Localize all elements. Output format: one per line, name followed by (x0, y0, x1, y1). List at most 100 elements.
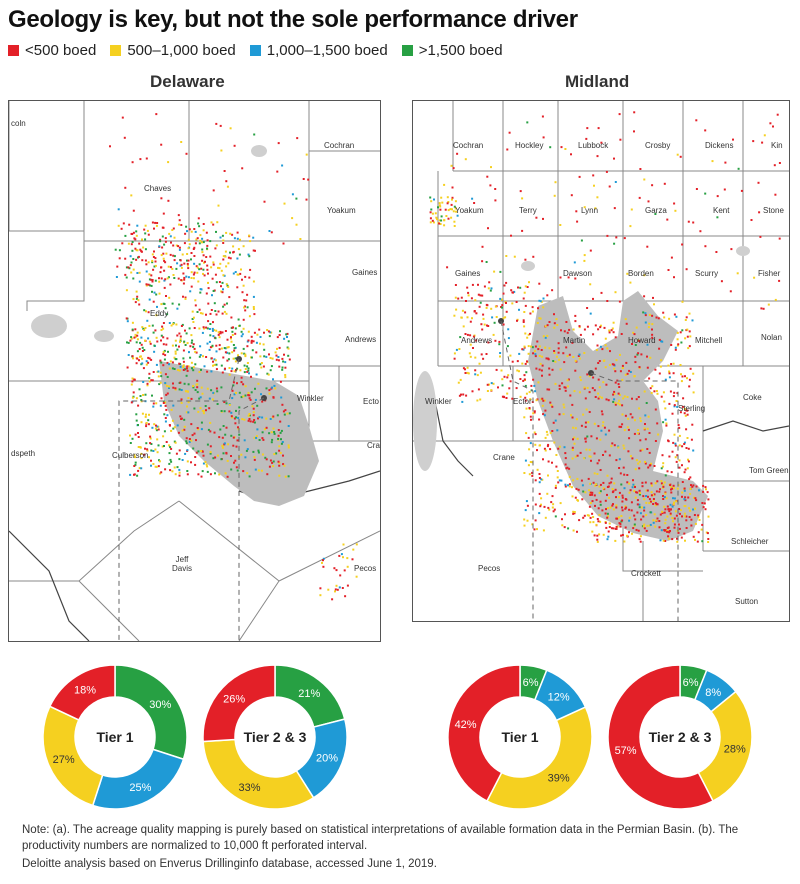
donut-value-label: 42% (455, 719, 477, 731)
well-dot (248, 418, 251, 420)
well-dot (692, 449, 695, 452)
well-dot (529, 415, 532, 418)
well-dot (281, 441, 284, 443)
well-dot (160, 375, 163, 378)
well-dot (704, 508, 707, 511)
well-dot (707, 515, 710, 518)
well-dot (554, 486, 557, 489)
well-dot (553, 322, 556, 325)
well-dot (158, 292, 161, 295)
well-dot (572, 510, 575, 513)
well-dot (216, 221, 219, 224)
well-dot (548, 321, 551, 323)
well-dot (614, 401, 617, 404)
well-dot (624, 318, 627, 321)
well-dot (622, 397, 625, 400)
well-dot (454, 207, 457, 210)
well-dot (534, 519, 537, 522)
well-dot (651, 333, 654, 336)
county-label: Fisher (758, 269, 781, 278)
well-dot (548, 388, 551, 391)
well-dot (256, 428, 259, 431)
well-dot (190, 439, 193, 442)
well-dot (604, 450, 607, 453)
well-dot (705, 531, 708, 534)
well-dot (125, 276, 128, 279)
well-dot (244, 275, 247, 278)
well-dot (572, 426, 575, 429)
well-dot (776, 113, 779, 116)
well-dot (567, 484, 569, 487)
well-dot (265, 355, 268, 358)
well-dot (231, 367, 234, 370)
well-dot (222, 255, 225, 258)
well-dot (235, 416, 237, 419)
well-dot (260, 362, 263, 364)
well-dot (136, 357, 139, 360)
well-dot (195, 451, 198, 454)
well-dot (145, 284, 148, 287)
well-dot (133, 378, 136, 381)
well-dot (553, 508, 556, 511)
well-dot (631, 397, 633, 400)
well-dot (268, 389, 271, 392)
well-dot (192, 277, 195, 280)
well-dot (234, 271, 237, 273)
well-dot (263, 331, 265, 334)
well-dot (563, 386, 566, 389)
well-dot (643, 427, 646, 430)
well-dot (429, 196, 432, 199)
well-dot (228, 367, 231, 369)
well-dot (182, 360, 185, 363)
well-dot (534, 345, 537, 348)
well-dot (212, 391, 215, 394)
well-dot (225, 265, 228, 268)
well-dot (186, 369, 189, 372)
well-dot (137, 255, 140, 258)
well-dot (570, 194, 573, 197)
well-dot (526, 519, 529, 522)
well-dot (173, 255, 176, 258)
well-dot (631, 416, 634, 419)
well-dot (638, 407, 641, 410)
well-dot (518, 370, 520, 373)
well-dot (249, 398, 252, 401)
well-dot (171, 419, 174, 422)
well-dot (199, 354, 202, 356)
well-dot (251, 349, 254, 352)
well-dot (262, 365, 265, 368)
well-dot (546, 388, 549, 391)
well-dot (134, 238, 137, 241)
well-dot (227, 443, 230, 446)
well-dot (255, 373, 258, 376)
well-dot (601, 509, 604, 512)
well-dot (253, 456, 256, 459)
well-dot (644, 481, 647, 484)
well-dot (614, 539, 617, 542)
well-dot (524, 332, 527, 335)
well-dot (490, 307, 493, 310)
well-dot (187, 365, 190, 368)
well-dot (196, 391, 199, 394)
well-dot (221, 312, 224, 315)
well-dot (583, 259, 586, 262)
well-dot (592, 521, 595, 524)
well-dot (199, 291, 202, 294)
well-dot (136, 338, 139, 341)
well-dot (624, 505, 627, 508)
well-dot (583, 254, 586, 257)
well-dot (206, 465, 209, 468)
well-dot (615, 236, 618, 239)
well-dot (546, 492, 549, 495)
well-dot (685, 316, 688, 319)
well-dot (175, 452, 178, 455)
well-dot (229, 232, 232, 235)
well-dot (275, 358, 278, 361)
well-dot (226, 284, 229, 287)
well-dot (545, 357, 548, 360)
well-dot (194, 350, 197, 353)
well-dot (593, 389, 596, 392)
well-dot (584, 421, 587, 424)
well-dot (182, 272, 185, 275)
well-dot (578, 175, 581, 178)
